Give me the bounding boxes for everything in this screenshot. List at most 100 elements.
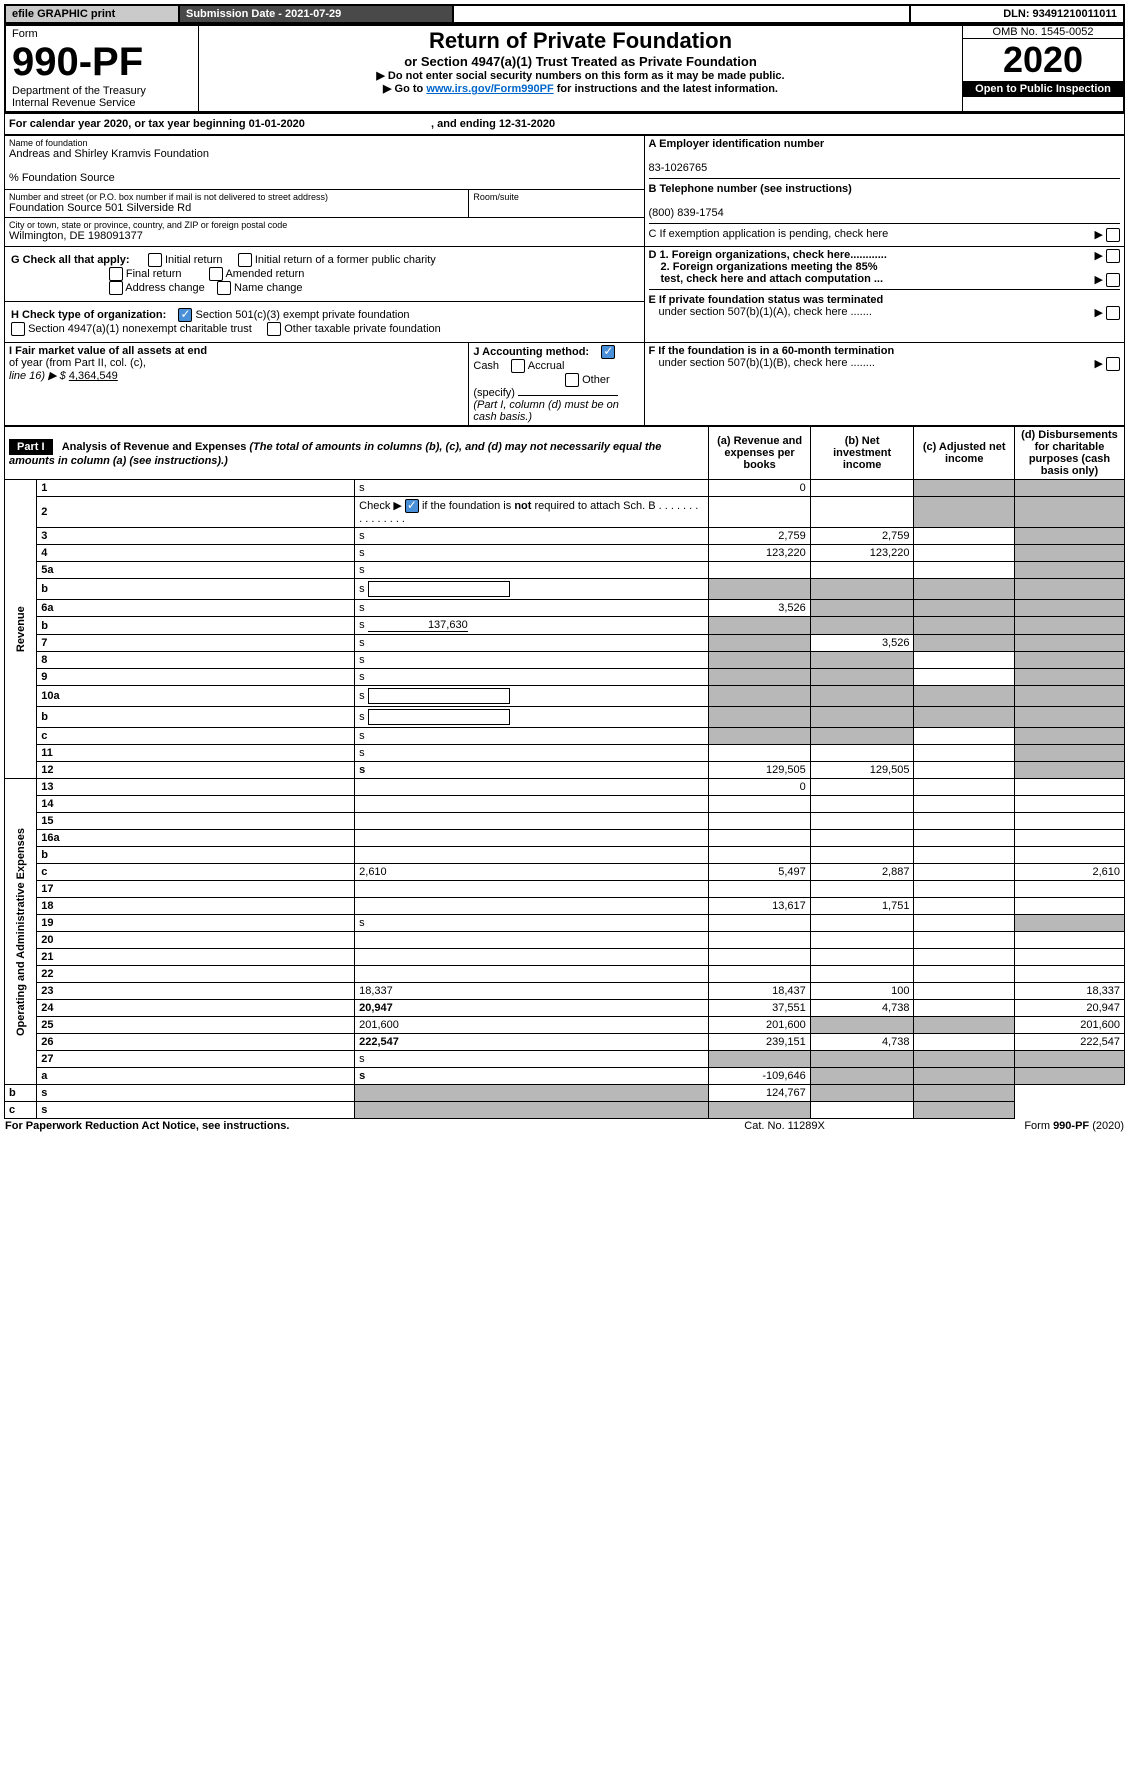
line-description <box>355 898 709 915</box>
value-cell-c <box>914 728 1014 745</box>
value-cell-c <box>914 796 1014 813</box>
line-number: c <box>37 864 355 881</box>
value-cell-d <box>1014 949 1124 966</box>
c-checkbox[interactable] <box>1106 228 1120 242</box>
value-cell-b <box>810 497 914 528</box>
value-cell-c <box>914 1051 1014 1068</box>
part1-heading: Analysis of Revenue and Expenses <box>62 441 247 453</box>
value-cell-a: 13,617 <box>709 898 810 915</box>
table-row: 6as3,526 <box>5 600 1125 617</box>
line-description: s <box>355 545 709 562</box>
value-cell-d: 2,610 <box>1014 864 1124 881</box>
line-description: s <box>355 600 709 617</box>
form-title: Return of Private Foundation <box>205 28 956 54</box>
g-initial-former[interactable] <box>238 253 252 267</box>
value-cell-b <box>810 1017 914 1034</box>
entity-info: Name of foundation Andreas and Shirley K… <box>4 135 1125 426</box>
value-cell-b: 3,526 <box>810 635 914 652</box>
value-cell-c <box>914 949 1014 966</box>
value-cell-d <box>1014 579 1124 600</box>
line-number: 15 <box>37 813 355 830</box>
value-cell-d <box>1014 686 1124 707</box>
line-description: 20,947 <box>355 1000 709 1017</box>
value-cell-b <box>810 686 914 707</box>
instr-ssn: ▶ Do not enter social security numbers o… <box>205 69 956 82</box>
table-row: bs <box>5 707 1125 728</box>
h-4947[interactable] <box>11 322 25 336</box>
line-number: 14 <box>37 796 355 813</box>
submission-btn[interactable]: Submission Date - 2021-07-29 <box>179 5 453 23</box>
value-cell-a <box>709 881 810 898</box>
f1-label: F If the foundation is in a 60-month ter… <box>649 345 895 357</box>
line-description: s <box>355 1068 709 1085</box>
value-cell-b: 2,887 <box>810 864 914 881</box>
j-other[interactable] <box>565 373 579 387</box>
e-checkbox[interactable] <box>1106 306 1120 320</box>
calendar-year-row: For calendar year 2020, or tax year begi… <box>4 113 1125 135</box>
line-description: s <box>37 1102 355 1119</box>
h-other-taxable[interactable] <box>267 322 281 336</box>
f-checkbox[interactable] <box>1106 357 1120 371</box>
form-number: 990-PF <box>12 40 192 85</box>
g-final-return[interactable] <box>109 267 123 281</box>
value-cell-d <box>1014 669 1124 686</box>
d2-checkbox[interactable] <box>1106 273 1120 287</box>
table-row: 5as <box>5 562 1125 579</box>
value-cell-d <box>1014 545 1124 562</box>
value-cell-b <box>810 830 914 847</box>
irs-link[interactable]: www.irs.gov/Form990PF <box>426 83 553 95</box>
j-cash[interactable] <box>601 345 615 359</box>
value-cell-b <box>810 881 914 898</box>
table-row: 19s <box>5 915 1125 932</box>
value-cell-b <box>810 966 914 983</box>
value-cell-c <box>914 983 1014 1000</box>
g-amended[interactable] <box>209 267 223 281</box>
value-cell-b <box>810 480 914 497</box>
g-address-change[interactable] <box>109 281 123 295</box>
table-row: 25201,600201,600201,600 <box>5 1017 1125 1034</box>
value-cell-b <box>810 579 914 600</box>
line-number: 12 <box>37 762 355 779</box>
value-cell-d <box>1014 932 1124 949</box>
table-row: 14 <box>5 796 1125 813</box>
value-cell-d <box>1014 707 1124 728</box>
line-description <box>355 966 709 983</box>
line-number: 13 <box>37 779 355 796</box>
ein-label: A Employer identification number <box>649 138 825 150</box>
line-description: s <box>355 915 709 932</box>
value-cell-b <box>810 1051 914 1068</box>
line-description: 201,600 <box>355 1017 709 1034</box>
table-row: 12s129,505129,505 <box>5 762 1125 779</box>
value-cell-d <box>914 1102 1014 1119</box>
value-cell-d: 222,547 <box>1014 1034 1124 1051</box>
d2b-label: test, check here and attach computation … <box>661 273 884 285</box>
value-cell-a <box>709 745 810 762</box>
table-row: 3s2,7592,759 <box>5 528 1125 545</box>
g-name-change[interactable] <box>217 281 231 295</box>
value-cell-a: 0 <box>709 779 810 796</box>
g-initial-return[interactable] <box>148 253 162 267</box>
sch-b-checkbox[interactable] <box>405 499 419 513</box>
value-cell-b: 100 <box>810 983 914 1000</box>
revenue-section-label: Revenue <box>5 480 37 779</box>
line-number: 3 <box>37 528 355 545</box>
value-cell-c <box>914 1017 1014 1034</box>
j-accrual[interactable] <box>511 359 525 373</box>
line-number: 19 <box>37 915 355 932</box>
table-row: 21 <box>5 949 1125 966</box>
table-row: 22 <box>5 966 1125 983</box>
efile-btn[interactable]: efile GRAPHIC print <box>5 5 179 23</box>
table-row: 27s <box>5 1051 1125 1068</box>
value-cell-b: 4,738 <box>810 1034 914 1051</box>
value-cell-c <box>914 579 1014 600</box>
d1-checkbox[interactable] <box>1106 249 1120 263</box>
value-cell-d <box>1014 652 1124 669</box>
line-description <box>355 847 709 864</box>
value-cell-a <box>709 847 810 864</box>
h-501c3[interactable] <box>178 308 192 322</box>
line-number: c <box>5 1102 37 1119</box>
line-description: 18,337 <box>355 983 709 1000</box>
table-row: cs <box>5 728 1125 745</box>
value-cell-a <box>709 728 810 745</box>
table-row: 11s <box>5 745 1125 762</box>
